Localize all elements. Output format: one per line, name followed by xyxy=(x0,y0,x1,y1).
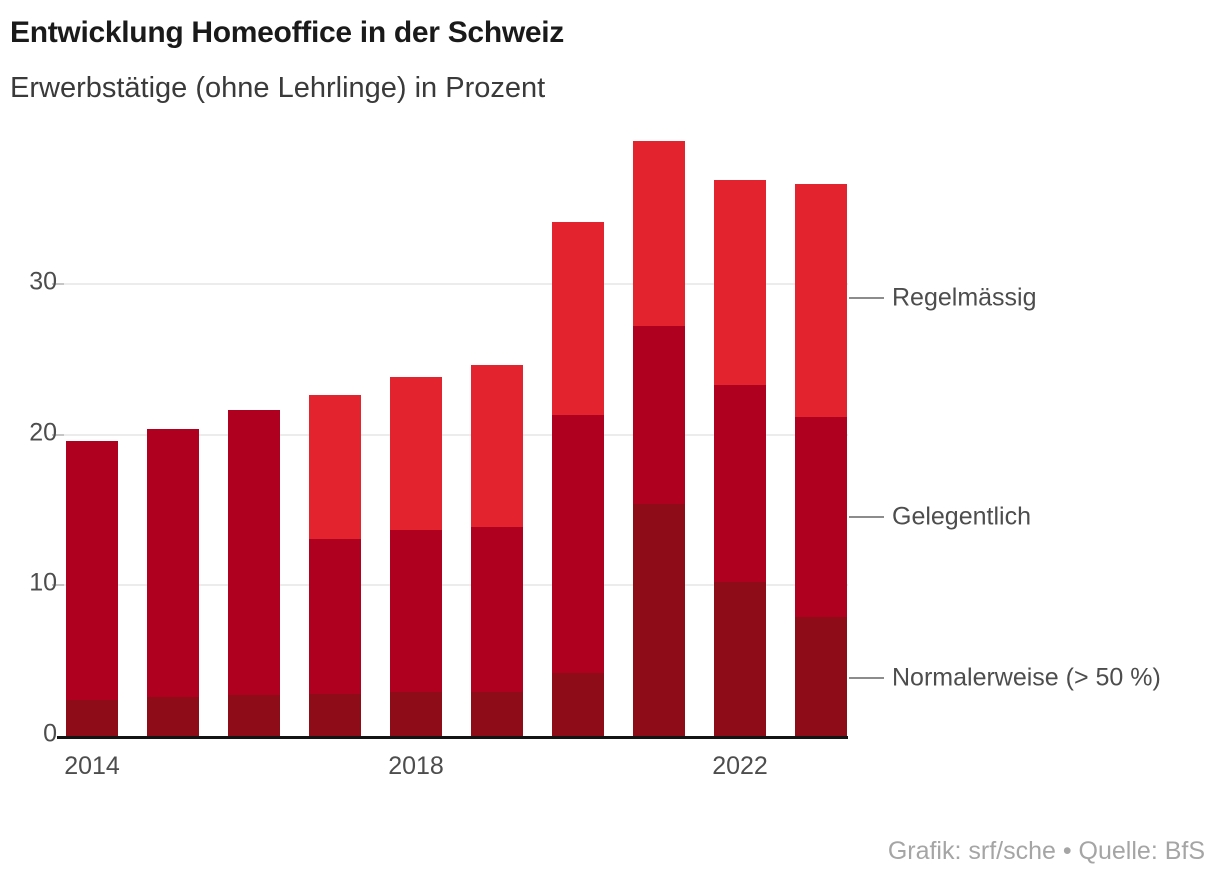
gridline-30 xyxy=(64,282,848,285)
bar-2016-normalerweise xyxy=(228,695,280,736)
bar-2016-gelegentlich xyxy=(228,410,280,696)
y-axis-label-20: 20 xyxy=(29,418,57,447)
bar-2019-regelm-ssig xyxy=(471,365,523,527)
bar-2023-gelegentlich xyxy=(795,416,847,617)
bar-2014-gelegentlich xyxy=(66,440,118,700)
chart-subtitle: Erwerbstätige (ohne Lehrlinge) in Prozen… xyxy=(10,72,546,104)
x-axis-label-2022: 2022 xyxy=(712,752,768,780)
y-tick-20 xyxy=(52,433,64,436)
legend-leader-gelegentlich xyxy=(849,516,884,518)
gridline-10 xyxy=(64,584,848,587)
legend-item-normalerweise: Normalerweise (> 50 %) xyxy=(892,663,1161,692)
bar-2018-gelegentlich xyxy=(390,529,442,693)
bar-2021-normalerweise xyxy=(633,503,685,736)
bar-2014-normalerweise xyxy=(66,699,118,736)
chart-title: Entwicklung Homeoffice in der Schweiz xyxy=(10,16,564,49)
x-axis-label-2014: 2014 xyxy=(64,752,120,780)
bar-2020-regelm-ssig xyxy=(552,222,604,415)
y-axis-label-10: 10 xyxy=(29,568,57,597)
bar-2017-gelegentlich xyxy=(309,538,361,694)
bar-2021-regelm-ssig xyxy=(633,140,685,327)
bar-2022-gelegentlich xyxy=(714,384,766,583)
bar-2020-gelegentlich xyxy=(552,415,604,673)
bar-2019-normalerweise xyxy=(471,692,523,736)
bar-2021-gelegentlich xyxy=(633,326,685,504)
legend-leader-normalerweise xyxy=(849,677,884,679)
y-axis-label-0: 0 xyxy=(43,719,57,748)
y-axis-label-30: 30 xyxy=(29,267,57,296)
legend-item-gelegentlich: Gelegentlich xyxy=(892,502,1031,531)
y-tick-30 xyxy=(52,282,64,285)
bar-2019-gelegentlich xyxy=(471,526,523,693)
legend-item-regelmaessig: Regelmässig xyxy=(892,283,1037,312)
x-axis-label-2018: 2018 xyxy=(388,752,444,780)
bar-2022-normalerweise xyxy=(714,582,766,736)
y-tick-10 xyxy=(52,584,64,587)
gridline-20 xyxy=(64,433,848,436)
bar-2020-normalerweise xyxy=(552,672,604,736)
legend-leader-regelmaessig xyxy=(849,297,884,299)
bar-2017-regelm-ssig xyxy=(309,395,361,539)
bar-2023-regelm-ssig xyxy=(795,184,847,417)
credit-line: Grafik: srf/sche • Quelle: BfS xyxy=(887,837,1205,865)
bar-2018-regelm-ssig xyxy=(390,377,442,530)
bar-2015-normalerweise xyxy=(147,696,199,736)
x-axis-line xyxy=(57,736,848,739)
bar-2015-gelegentlich xyxy=(147,428,199,697)
bar-2017-normalerweise xyxy=(309,693,361,736)
bar-2022-regelm-ssig xyxy=(714,179,766,385)
bar-2023-normalerweise xyxy=(795,616,847,736)
bar-2018-normalerweise xyxy=(390,692,442,736)
